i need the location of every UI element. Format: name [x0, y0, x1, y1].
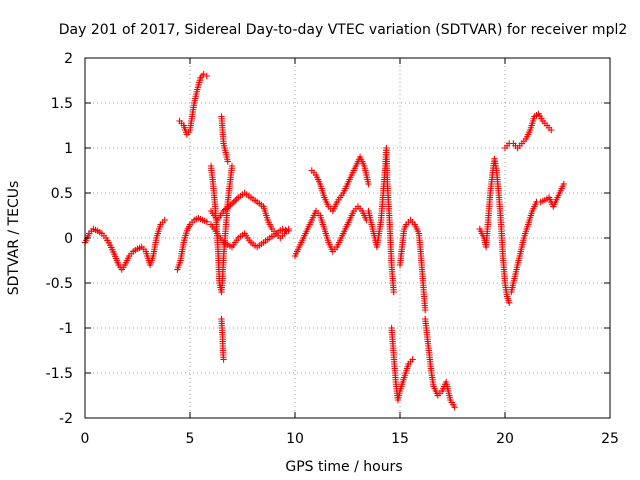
x-axis-label: GPS time / hours [285, 459, 402, 475]
data-point-seg-6-9.8-lower [282, 226, 289, 234]
data-point-seg-6-9.8-upper [233, 195, 240, 203]
data-point-seg-0-3.8 [161, 216, 168, 224]
y-tick-label: -1 [59, 321, 73, 337]
y-axis-label: SDTVAR / TECUs [6, 181, 22, 296]
data-point-seg-6.5-6.8-tall [224, 158, 231, 165]
y-tick-labels: -2 -1.5 -1 -0.5 0 0.5 1 1.5 2 [46, 51, 73, 427]
x-tick-label: 25 [601, 431, 619, 447]
data-point-seg-14.6-15.6-deep [409, 356, 416, 363]
chart-title: Day 201 of 2017, Sidereal Day-to-day VTE… [59, 22, 628, 38]
x-tick-label: 10 [286, 431, 304, 447]
data-point-seg-20-22.5-upper [548, 126, 555, 134]
y-tick-label: -0.5 [46, 276, 73, 292]
x-tick-label: 5 [186, 431, 195, 447]
data-point-seg-20.3-22.8-lower [560, 180, 567, 188]
data-point-seg-6.5-6.7-deep [220, 356, 227, 363]
data-point-seg-6-9.8-lower [279, 225, 286, 233]
grid-lines [85, 58, 610, 418]
data-point-seg-4.4-5.8-low [203, 218, 210, 225]
y-tick-label: 1 [64, 141, 73, 157]
y-tick-label: 2 [64, 51, 73, 67]
data-point-seg-16.2-17.7-descent [451, 404, 458, 411]
plot-frame [84, 57, 611, 419]
data-point-seg-13.5-14.5 [390, 288, 397, 296]
data-point-seg-6-9.8-upper [228, 200, 236, 207]
data-point-seg-4.5-5.8-high [203, 72, 210, 80]
y-tick-label: 0 [64, 231, 73, 247]
x-tick-labels: 0 5 10 15 20 25 [81, 431, 619, 447]
y-tick-label: 0.5 [51, 186, 73, 202]
data-point-seg-6-9.8-upper [230, 199, 237, 206]
data-point-seg-15-16.2-mid [422, 306, 429, 314]
data-point-seg-18.8-20.3 [506, 299, 513, 306]
y-tick-label: -2 [59, 411, 73, 427]
data-point-seg-6-9.8-lower [285, 227, 292, 234]
data-points [81, 71, 567, 411]
x-tick-label: 0 [81, 431, 90, 447]
y-tick-label: 1.5 [51, 96, 73, 112]
data-point-seg-6-9.8-upper [223, 204, 231, 212]
x-tick-label: 15 [391, 431, 409, 447]
data-point-seg-6-7-spikes [228, 162, 236, 170]
y-tick-label: -1.5 [46, 366, 73, 382]
tick-marks [84, 57, 611, 419]
data-point-seg-6-9.8-upper [231, 197, 239, 204]
x-tick-label: 20 [496, 431, 514, 447]
data-point-seg-10.8-13.5-upper [365, 180, 372, 188]
